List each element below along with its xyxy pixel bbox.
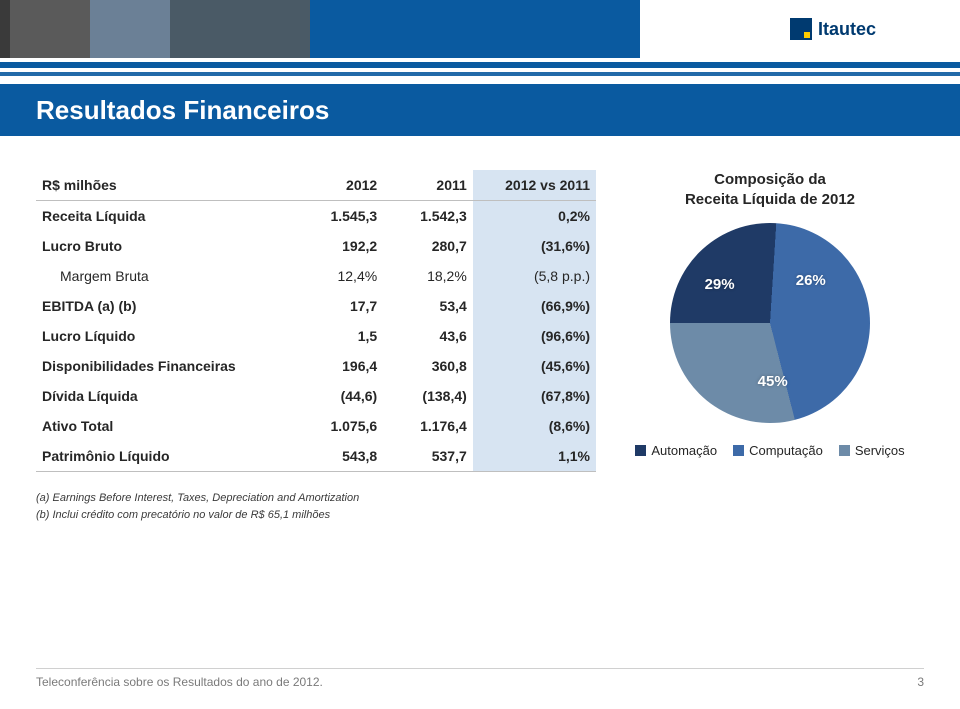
- pie-slice-label: 26%: [796, 272, 826, 289]
- page-number: 3: [917, 675, 924, 689]
- th-label: R$ milhões: [36, 170, 294, 201]
- cell-label: Lucro Líquido: [36, 321, 294, 351]
- cell-2012: 1.545,3: [294, 201, 384, 232]
- header-stripe-2: [0, 72, 960, 76]
- table-row: EBITDA (a) (b)17,753,4(66,9%): [36, 291, 596, 321]
- cell-vs: (96,6%): [473, 321, 596, 351]
- cell-vs: (31,6%): [473, 231, 596, 261]
- table-row: Lucro Bruto192,2280,7(31,6%): [36, 231, 596, 261]
- cell-label: Ativo Total: [36, 411, 294, 441]
- cell-vs: (66,9%): [473, 291, 596, 321]
- table-row: Receita Líquida1.545,31.542,30,2%: [36, 201, 596, 232]
- pie-slice-label: 45%: [758, 373, 788, 390]
- cell-2012: 12,4%: [294, 261, 384, 291]
- cell-label: Receita Líquida: [36, 201, 294, 232]
- table-row: Disponibilidades Financeiras196,4360,8(4…: [36, 351, 596, 381]
- pie-chart: 26% 45% 29%: [670, 223, 870, 423]
- legend-swatch: [733, 445, 744, 456]
- table-header-row: R$ milhões 2012 2011 2012 vs 2011: [36, 170, 596, 201]
- cell-2011: 360,8: [383, 351, 473, 381]
- header-band: Itautec: [0, 0, 960, 58]
- chart-title: Composição da Receita Líquida de 2012: [685, 170, 855, 209]
- legend-swatch: [635, 445, 646, 456]
- cell-2011: 53,4: [383, 291, 473, 321]
- cell-label: EBITDA (a) (b): [36, 291, 294, 321]
- cell-2012: 1,5: [294, 321, 384, 351]
- cell-2012: 17,7: [294, 291, 384, 321]
- legend-text: Computação: [749, 443, 823, 458]
- financial-table-wrap: R$ milhões 2012 2011 2012 vs 2011 Receit…: [36, 170, 596, 523]
- footnote-b: (b) Inclui crédito com precatório no val…: [36, 507, 596, 524]
- table-row: Ativo Total1.075,61.176,4(8,6%): [36, 411, 596, 441]
- cell-vs: 1,1%: [473, 441, 596, 472]
- cell-2011: (138,4): [383, 381, 473, 411]
- legend-item: Serviços: [839, 443, 905, 458]
- table-row: Patrimônio Líquido543,8537,71,1%: [36, 441, 596, 472]
- brand-logo: Itautec: [750, 0, 960, 58]
- header-blue: [310, 0, 640, 58]
- cell-vs: (45,6%): [473, 351, 596, 381]
- th-vs: 2012 vs 2011: [473, 170, 596, 201]
- th-2011: 2011: [383, 170, 473, 201]
- content-area: R$ milhões 2012 2011 2012 vs 2011 Receit…: [36, 170, 924, 523]
- pie-slice-label: 29%: [705, 276, 735, 293]
- legend-item: Automação: [635, 443, 717, 458]
- cell-label: Lucro Bruto: [36, 231, 294, 261]
- cell-2011: 43,6: [383, 321, 473, 351]
- cell-vs: (67,8%): [473, 381, 596, 411]
- cell-2011: 280,7: [383, 231, 473, 261]
- chart-title-line2: Receita Líquida de 2012: [685, 190, 855, 210]
- cell-label: Disponibilidades Financeiras: [36, 351, 294, 381]
- cell-2012: 192,2: [294, 231, 384, 261]
- cell-2012: 543,8: [294, 441, 384, 472]
- brand-mark-icon: [790, 18, 812, 40]
- cell-2012: 196,4: [294, 351, 384, 381]
- table-row: Margem Bruta12,4%18,2%(5,8 p.p.): [36, 261, 596, 291]
- cell-2011: 18,2%: [383, 261, 473, 291]
- header-gap: [640, 0, 750, 58]
- table-row: Dívida Líquida(44,6)(138,4)(67,8%): [36, 381, 596, 411]
- chart-title-line1: Composição da: [685, 170, 855, 190]
- header-stripe-1: [0, 62, 960, 68]
- cell-2011: 537,7: [383, 441, 473, 472]
- legend-text: Automação: [651, 443, 717, 458]
- page-footer: Teleconferência sobre os Resultados do a…: [36, 668, 924, 689]
- cell-vs: (8,6%): [473, 411, 596, 441]
- cell-label: Dívida Líquida: [36, 381, 294, 411]
- legend-swatch: [839, 445, 850, 456]
- cell-2011: 1.542,3: [383, 201, 473, 232]
- cell-label: Patrimônio Líquido: [36, 441, 294, 472]
- footnotes: (a) Earnings Before Interest, Taxes, Dep…: [36, 490, 596, 523]
- footer-text: Teleconferência sobre os Resultados do a…: [36, 675, 323, 689]
- th-2012: 2012: [294, 170, 384, 201]
- legend-item: Computação: [733, 443, 823, 458]
- footnote-a: (a) Earnings Before Interest, Taxes, Dep…: [36, 490, 596, 507]
- chart-legend: Automação Computação Serviços: [635, 443, 904, 458]
- header-photo: [0, 0, 310, 58]
- cell-2011: 1.176,4: [383, 411, 473, 441]
- cell-vs: 0,2%: [473, 201, 596, 232]
- page-title: Resultados Financeiros: [36, 95, 329, 126]
- table-row: Lucro Líquido1,543,6(96,6%): [36, 321, 596, 351]
- cell-vs: (5,8 p.p.): [473, 261, 596, 291]
- legend-text: Serviços: [855, 443, 905, 458]
- cell-2012: 1.075,6: [294, 411, 384, 441]
- cell-2012: (44,6): [294, 381, 384, 411]
- cell-label: Margem Bruta: [36, 261, 294, 291]
- page-title-bar: Resultados Financeiros: [0, 84, 960, 136]
- pie-disc: [670, 223, 870, 423]
- chart-column: Composição da Receita Líquida de 2012 26…: [616, 170, 924, 523]
- financial-table: R$ milhões 2012 2011 2012 vs 2011 Receit…: [36, 170, 596, 472]
- brand-name: Itautec: [818, 19, 876, 40]
